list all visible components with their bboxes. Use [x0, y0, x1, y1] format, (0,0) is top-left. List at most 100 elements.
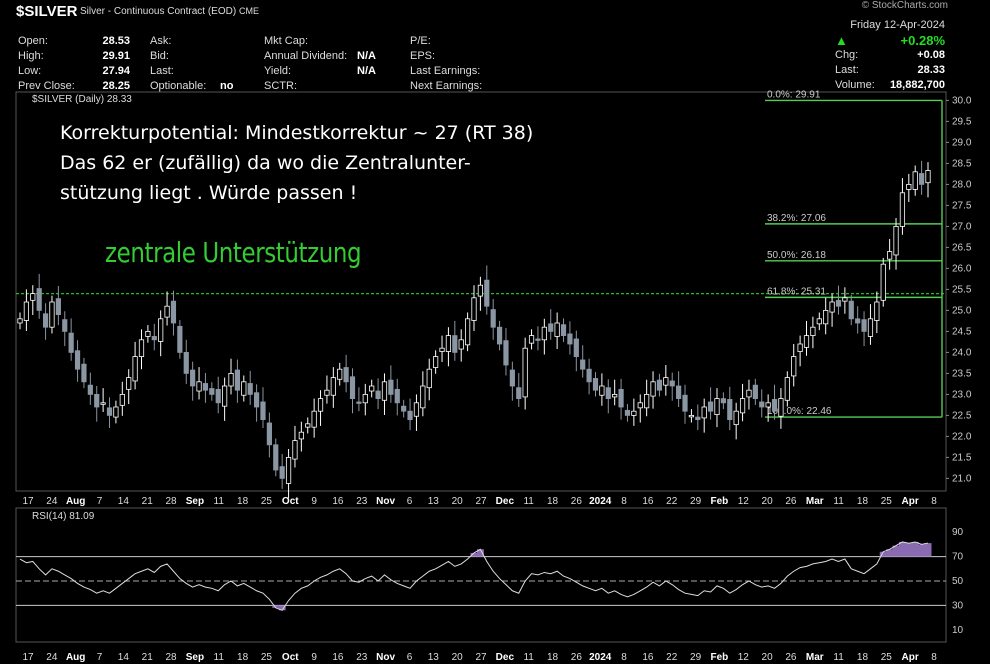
y-tick-label: 26.5	[952, 242, 972, 253]
candle-body	[388, 379, 394, 395]
stat-label: Optionable:	[150, 80, 207, 92]
candle-body	[797, 343, 803, 352]
x-tick-label: 16	[642, 652, 654, 663]
candle-body	[138, 339, 145, 357]
x-tick-label: 16	[332, 652, 344, 663]
candle-body	[292, 440, 298, 460]
candle-body	[528, 335, 535, 344]
stat-value: N/A	[357, 50, 376, 62]
candle-body	[912, 171, 918, 190]
support-annotation: zentrale Unterstützung	[105, 236, 362, 269]
x-tick-label: 8	[621, 652, 627, 663]
x-tick-label: 20	[762, 496, 774, 507]
up-arrow-icon: ▲	[835, 33, 848, 48]
candle-body	[695, 416, 701, 420]
x-tick-label: 7	[97, 652, 103, 663]
rsi-panel-frame	[15, 507, 947, 643]
x-tick-label: Dec	[496, 652, 515, 663]
x-tick-label: Aug	[66, 652, 85, 663]
x-tick-label: 8	[931, 496, 937, 507]
candle-body	[209, 388, 215, 395]
candle-body	[413, 402, 420, 417]
candle-body	[151, 336, 157, 341]
price-x-axis: 17 24 Aug 7 14 21 28 Sep 11 18 25 Oct 9 16 23 Nov 6 13 20 2…	[22, 496, 937, 507]
x-tick-label: 20	[762, 652, 774, 663]
price-panel-label: $SILVER (Daily) 28.33	[32, 94, 132, 105]
candle-body	[835, 299, 842, 307]
candle-body	[771, 399, 778, 412]
chart-header: $SILVER Silver - Continuous Contract (EO…	[0, 0, 990, 34]
last-row: Last: 28.33	[835, 63, 945, 78]
fib-level-label: 50.0%: 26.18	[767, 250, 826, 261]
x-tick-label: 6	[407, 496, 413, 507]
x-tick-label: 11	[214, 496, 225, 507]
candle-body	[612, 393, 618, 398]
candle-body	[631, 410, 637, 416]
x-tick-label: 18	[857, 496, 869, 507]
stat-label: SCTR:	[264, 80, 297, 92]
candle-body	[145, 330, 151, 337]
y-tick-label: 27.5	[952, 200, 972, 211]
candle-body	[656, 379, 663, 391]
x-tick-label: Nov	[376, 652, 395, 663]
candle-body	[874, 301, 880, 321]
x-tick-label: Apr	[902, 496, 919, 507]
annotation-text: Korrekturpotential: Mindestkorrektur ~ 2…	[60, 118, 533, 208]
y-tick-label: 28.0	[952, 179, 972, 190]
rsi-tick-label: 50	[952, 576, 964, 587]
candle-body	[778, 398, 784, 417]
candle-body	[765, 402, 771, 408]
candle-body	[228, 372, 234, 387]
candle-body	[343, 367, 349, 383]
candle-body	[548, 323, 554, 332]
candle-body	[727, 399, 733, 421]
x-tick-label: 27	[475, 496, 487, 507]
x-tick-label: 23	[356, 652, 368, 663]
candle-body	[401, 405, 407, 412]
x-tick-label: 25	[881, 496, 893, 507]
candle-body	[330, 377, 336, 396]
stockcharts-logo: © StockCharts.com	[861, 0, 948, 11]
x-tick-label: 11	[833, 496, 844, 507]
candle-body	[324, 389, 330, 396]
candle-body	[164, 305, 170, 318]
candle-body	[829, 301, 835, 313]
col1-row: Open: 28.53	[18, 34, 130, 49]
candle-body	[305, 423, 311, 428]
candle-body	[87, 384, 93, 395]
candle-body	[842, 297, 848, 302]
candle-body	[190, 369, 196, 387]
stats-col-3: Mkt Cap: Annual Dividend: N/A Yield: N/A SCTR…	[264, 34, 376, 94]
y-tick-label: 23.0	[952, 389, 972, 400]
y-tick-label: 30.0	[952, 95, 972, 106]
candle-body	[503, 340, 509, 366]
candle-body	[669, 380, 675, 387]
candle-body	[720, 398, 726, 404]
candle-body	[535, 338, 541, 341]
candle-body	[701, 406, 707, 419]
candle-body	[349, 376, 356, 400]
candle-body	[816, 318, 822, 325]
candle-body	[362, 393, 368, 404]
candle-body	[887, 251, 893, 260]
quote-box: Friday 12-Apr-2024 ▲ +0.28% Chg: +0.08 Las…	[835, 18, 945, 92]
annotation-line-3: stützung liegt . Würde passen !	[60, 182, 358, 204]
candle-body	[74, 350, 81, 370]
candle-body	[803, 335, 810, 348]
stat-label: Annual Dividend:	[264, 50, 348, 62]
col3-row: Annual Dividend: N/A	[264, 49, 376, 64]
candle-body	[266, 422, 272, 446]
candle-body	[791, 356, 797, 377]
x-tick-label: 24	[46, 652, 58, 663]
candle-body	[311, 410, 317, 428]
candle-body	[573, 338, 579, 357]
candle-body	[426, 368, 432, 389]
x-tick-label: 18	[237, 496, 249, 507]
candle-body	[496, 326, 503, 345]
col4-row: Next Earnings:	[410, 79, 500, 94]
x-tick-label: Feb	[711, 652, 729, 663]
candle-body	[810, 326, 816, 337]
x-tick-label: 26	[785, 496, 797, 507]
y-tick-label: 28.5	[952, 158, 972, 169]
candle-body	[605, 387, 611, 399]
